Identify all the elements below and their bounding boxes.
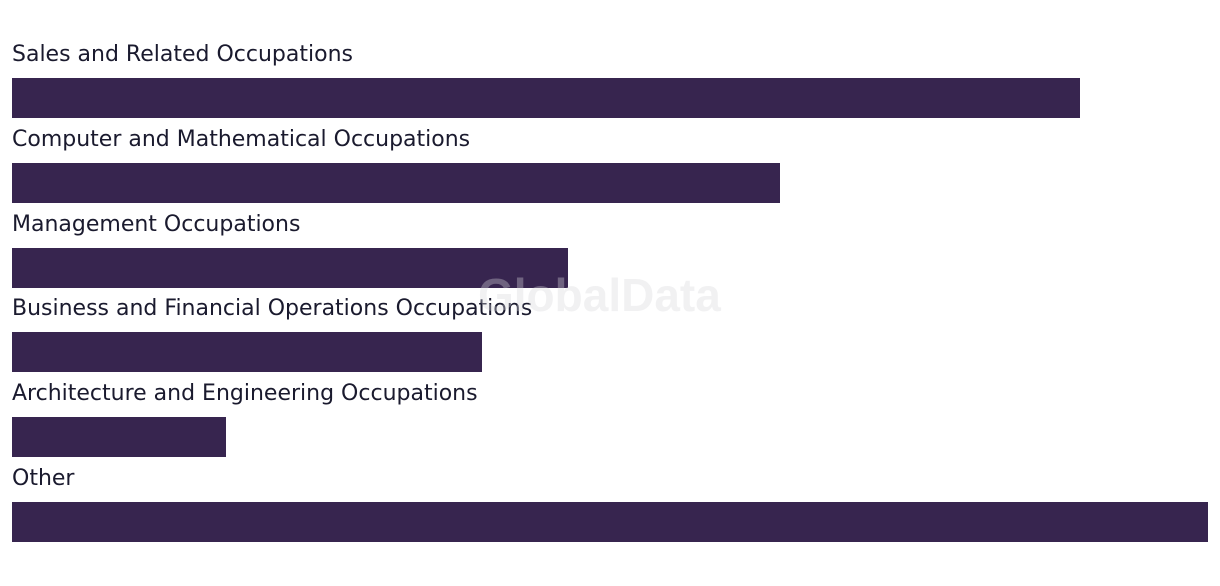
- category-label: Architecture and Engineering Occupations: [12, 381, 478, 406]
- bar: [12, 417, 226, 457]
- category-label: Other: [12, 466, 75, 491]
- bar: [12, 332, 482, 372]
- category-label: Computer and Mathematical Occupations: [12, 127, 471, 152]
- bar: [12, 78, 1080, 118]
- category-label: Business and Financial Operations Occupa…: [12, 296, 533, 321]
- bar: [12, 502, 1208, 542]
- category-label: Management Occupations: [12, 212, 301, 237]
- category-label: Sales and Related Occupations: [12, 42, 353, 67]
- bar: [12, 163, 780, 203]
- bar: [12, 248, 568, 288]
